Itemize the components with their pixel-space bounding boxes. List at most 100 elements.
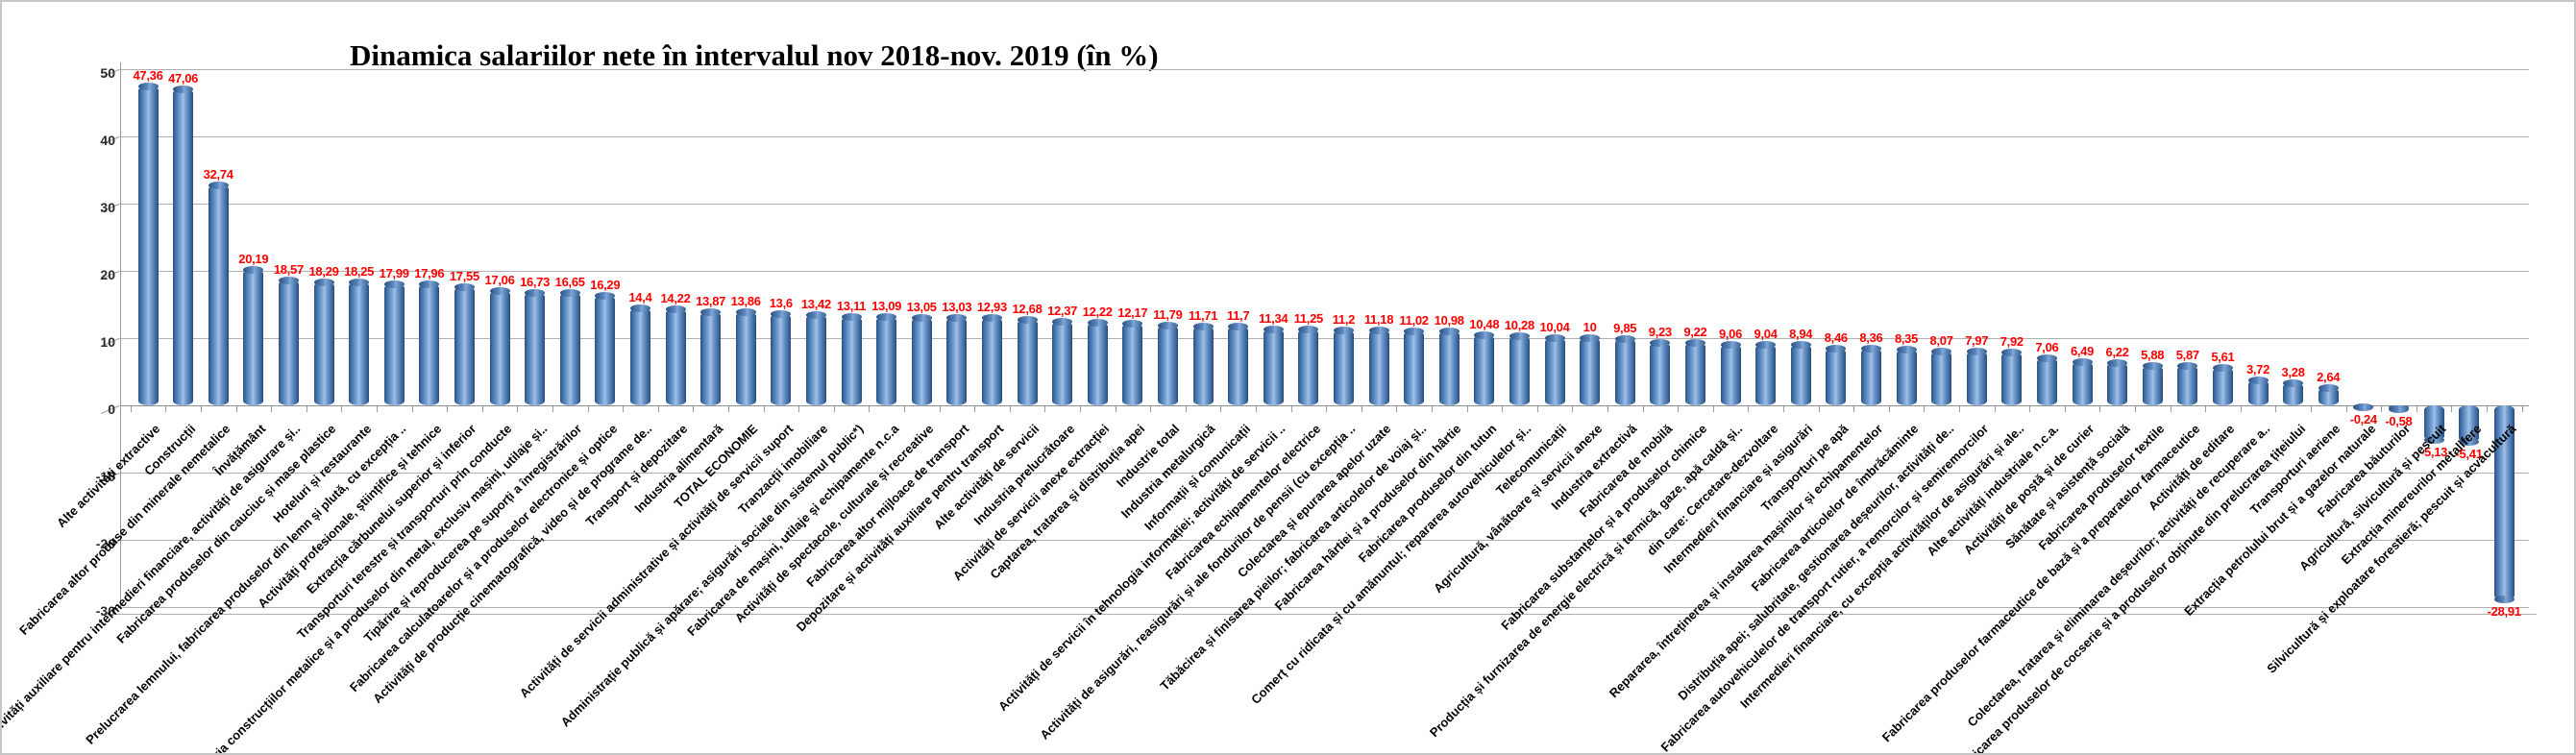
bar-cap bbox=[243, 265, 264, 274]
category-tick bbox=[1044, 406, 1046, 412]
category-tick bbox=[552, 406, 553, 412]
category-tick bbox=[587, 406, 589, 412]
value-label: 16,73 bbox=[520, 274, 551, 289]
bar-cap bbox=[525, 288, 546, 297]
category-tick bbox=[1607, 406, 1608, 412]
value-label: 10,04 bbox=[1539, 319, 1570, 334]
category-tick bbox=[2205, 406, 2207, 412]
value-label: 9,23 bbox=[1648, 325, 1672, 340]
category-tick bbox=[1502, 406, 1504, 412]
bar-cap bbox=[876, 313, 897, 322]
bar bbox=[1684, 339, 1705, 405]
bar-cap bbox=[2388, 405, 2409, 414]
category-tick bbox=[1994, 406, 1996, 412]
bar-cap bbox=[208, 181, 229, 189]
bar bbox=[1017, 316, 1038, 405]
value-label: 9,85 bbox=[1613, 321, 1637, 336]
gridline bbox=[120, 136, 2529, 137]
bar-cap bbox=[2001, 348, 2023, 356]
category-tick bbox=[1536, 406, 1538, 412]
category-tick bbox=[517, 406, 519, 412]
bar-cap bbox=[2318, 383, 2339, 392]
value-label: 32,74 bbox=[203, 166, 233, 182]
bar-cap bbox=[1087, 319, 1108, 328]
value-label: 18,57 bbox=[273, 262, 304, 277]
category-tick bbox=[1150, 406, 1152, 412]
bar-cap bbox=[2072, 357, 2093, 366]
y-axis-label: 10 bbox=[100, 334, 115, 350]
bar bbox=[946, 313, 968, 405]
category-tick bbox=[1853, 406, 1855, 412]
bar-cap bbox=[1580, 334, 1601, 342]
category-tick bbox=[235, 406, 237, 412]
value-label: 18,29 bbox=[308, 263, 339, 279]
value-label: 17,96 bbox=[414, 266, 445, 281]
bar-cap bbox=[700, 307, 722, 316]
bar bbox=[559, 289, 580, 405]
bar bbox=[700, 307, 722, 405]
value-label: 17,06 bbox=[484, 272, 515, 287]
y-axis-label: 0 bbox=[108, 402, 115, 417]
value-label: 18,25 bbox=[344, 264, 375, 280]
category-tick bbox=[130, 406, 132, 412]
y-axis-label: -30 bbox=[95, 603, 115, 619]
category-tick bbox=[271, 406, 273, 412]
bar bbox=[137, 83, 159, 405]
bar bbox=[1650, 339, 1671, 405]
bar-cap bbox=[1896, 345, 1917, 353]
bar-cap bbox=[1474, 330, 1495, 339]
bar-cap bbox=[2493, 596, 2515, 604]
category-tick bbox=[1572, 406, 1574, 412]
bar-cap bbox=[1263, 325, 1284, 333]
bar bbox=[1720, 340, 1741, 405]
bar-cap bbox=[1333, 326, 1354, 334]
category-tick bbox=[411, 406, 413, 412]
bar bbox=[2072, 357, 2093, 405]
value-label: 10,98 bbox=[1434, 313, 1464, 329]
category-tick bbox=[1220, 406, 1222, 412]
bar bbox=[454, 283, 475, 405]
value-label: 14,22 bbox=[660, 291, 691, 306]
y-axis-line bbox=[120, 62, 121, 608]
value-label: 11,25 bbox=[1293, 311, 1324, 327]
bar-cap bbox=[1157, 322, 1178, 330]
bar bbox=[1826, 344, 1847, 405]
category-tick bbox=[763, 406, 765, 412]
value-label: 11,18 bbox=[1363, 311, 1394, 327]
category-tick bbox=[2029, 406, 2031, 412]
category-tick bbox=[2099, 406, 2101, 412]
bar bbox=[489, 286, 510, 405]
bar-cap bbox=[2212, 363, 2233, 372]
bar-cap bbox=[1755, 340, 1777, 349]
bar bbox=[911, 313, 932, 405]
bar-cap bbox=[771, 309, 792, 318]
value-label: -5,41 bbox=[2455, 446, 2483, 461]
bar bbox=[2177, 361, 2198, 405]
value-label: 17,55 bbox=[449, 269, 479, 284]
bar-cap bbox=[1790, 341, 1811, 350]
bar-cap bbox=[2142, 361, 2163, 370]
gridline bbox=[120, 540, 2529, 541]
category-tick bbox=[798, 406, 800, 412]
category-tick bbox=[2451, 406, 2453, 412]
bar bbox=[1509, 332, 1530, 405]
gridline bbox=[120, 271, 2529, 272]
bar bbox=[805, 311, 826, 405]
bar-cap bbox=[1192, 323, 1214, 331]
bar-cap bbox=[419, 280, 440, 289]
value-label: 8,46 bbox=[1824, 329, 1848, 345]
category-tick bbox=[1466, 406, 1468, 412]
category-tick bbox=[1326, 406, 1328, 412]
category-tick bbox=[869, 406, 871, 412]
category-tick bbox=[2345, 406, 2347, 412]
bar bbox=[595, 291, 616, 405]
category-tick bbox=[2240, 406, 2242, 412]
y-axis-label: 50 bbox=[100, 65, 115, 81]
bar-cap bbox=[981, 314, 1002, 323]
value-label: 3,28 bbox=[2281, 365, 2305, 380]
bar-cap bbox=[1228, 323, 1249, 331]
category-tick bbox=[481, 406, 483, 412]
bar bbox=[278, 277, 299, 405]
bar bbox=[525, 288, 546, 405]
